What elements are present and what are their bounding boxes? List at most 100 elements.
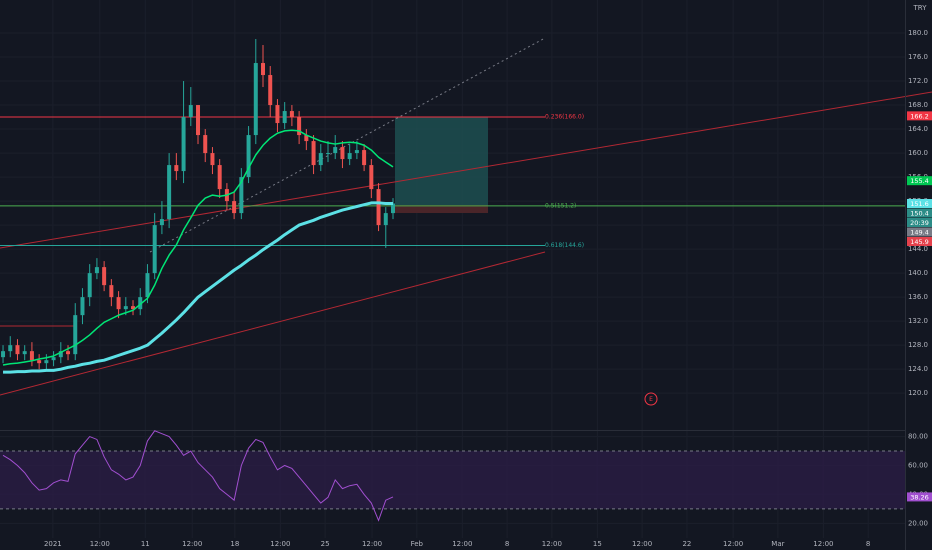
candle-body	[340, 147, 345, 160]
candle-body	[15, 345, 20, 355]
y-tick-label: 60.00	[908, 461, 928, 469]
x-tick-label: 12:00	[182, 540, 202, 548]
candle-body	[29, 351, 34, 361]
x-tick-label: 15	[593, 540, 602, 548]
candle-body	[333, 147, 338, 154]
x-tick-label: 25	[321, 540, 330, 548]
price-tag-label: 151.6	[910, 200, 929, 208]
price-tag-label: 149.4	[910, 228, 929, 236]
candle-body	[58, 351, 63, 358]
x-tick-label: 22	[682, 540, 691, 548]
candle-body	[275, 105, 280, 124]
x-tick-label: Feb	[411, 540, 424, 548]
y-tick-label: 140.0	[908, 269, 928, 277]
candle-body	[196, 105, 201, 136]
x-tick-label: 18	[230, 540, 239, 548]
y-tick-label: 132.0	[908, 317, 928, 325]
y-tick-label: 168.0	[908, 101, 928, 109]
candle-body	[282, 111, 287, 124]
candle-body	[297, 117, 302, 136]
channel-line	[0, 91, 932, 249]
candle-body	[181, 117, 186, 172]
candle-body	[109, 285, 114, 298]
y-tick-label: 144.0	[908, 245, 928, 253]
channel-line	[0, 251, 546, 396]
event-marker[interactable]	[644, 392, 658, 406]
candle-body	[253, 63, 258, 136]
x-tick-label: 12:00	[542, 540, 562, 548]
x-tick-label: 12:00	[270, 540, 290, 548]
x-tick-label: Mar	[771, 540, 784, 548]
rsi-tag-label: 38.26	[910, 493, 929, 501]
candle-body	[304, 135, 309, 142]
y-tick-label: 180.0	[908, 29, 928, 37]
y-tick-label: 124.0	[908, 365, 928, 373]
candle-body	[116, 297, 121, 310]
candle-body	[354, 150, 359, 154]
currency-label: TRY	[913, 4, 928, 12]
price-tag	[907, 198, 932, 208]
rsi-line	[2, 430, 394, 522]
candle-body	[167, 165, 172, 220]
candle-body	[318, 153, 323, 166]
candle-body	[44, 360, 49, 364]
candle-body	[203, 135, 208, 154]
candle-body	[232, 201, 237, 214]
candle-body	[1, 351, 6, 358]
grid	[0, 0, 905, 538]
x-tick-label: 12:00	[632, 540, 652, 548]
price-tag	[907, 236, 932, 246]
candle-body	[66, 351, 71, 355]
candle-body	[369, 165, 374, 190]
price-tag-label: 155.4	[910, 177, 929, 185]
candle-body	[94, 267, 99, 274]
event-label[interactable]: E	[649, 396, 653, 403]
candle-body	[268, 75, 273, 106]
candle-body	[145, 273, 150, 298]
y-tick-label: 80.00	[908, 433, 928, 441]
y-tick-label: 120.0	[908, 389, 928, 397]
main-layer: 0.236(166.0) 0.5(151.2) 0.618(144.6)	[0, 39, 905, 522]
y-tick-label: 20.00	[908, 519, 928, 527]
price-tag	[907, 208, 932, 218]
moving-average	[3, 201, 393, 374]
price-tag	[907, 227, 932, 237]
candle-body	[102, 267, 107, 286]
price-tag-label: 150.4	[910, 209, 929, 217]
x-tick-label: 12:00	[90, 540, 110, 548]
x-tick-label: 12:00	[362, 540, 382, 548]
price-tag-label: 145.9	[910, 238, 929, 246]
rsi-tag	[907, 492, 932, 502]
candle-body	[289, 111, 294, 118]
pane-separator	[0, 430, 905, 431]
price-tag	[907, 176, 932, 186]
candle-body	[390, 203, 395, 214]
y-tick-label: 160.0	[908, 149, 928, 157]
x-tick-label: 11	[141, 540, 150, 548]
candle-body	[383, 213, 388, 226]
x-tick-label: 12:00	[452, 540, 472, 548]
candle-body	[362, 150, 367, 166]
axis-border	[905, 0, 906, 550]
position-profit-zone	[395, 117, 488, 205]
candle-body	[131, 306, 136, 310]
countdown-tag	[907, 217, 932, 227]
candle-body	[188, 105, 193, 118]
candle-body	[87, 273, 92, 298]
candle-body	[73, 315, 78, 355]
candle-body	[347, 153, 352, 160]
candle-body	[123, 306, 128, 310]
candle-body	[246, 135, 251, 178]
candle-body	[51, 357, 56, 361]
candle-body	[152, 225, 157, 274]
candle-body	[80, 297, 85, 316]
candle-body	[261, 63, 266, 76]
candle-body	[210, 153, 215, 166]
x-tick-label: 8	[505, 540, 509, 548]
y-tick-label: 128.0	[908, 341, 928, 349]
candle-body	[217, 165, 222, 190]
candle-body	[8, 345, 13, 352]
countdown-label: 20:39	[910, 219, 929, 227]
